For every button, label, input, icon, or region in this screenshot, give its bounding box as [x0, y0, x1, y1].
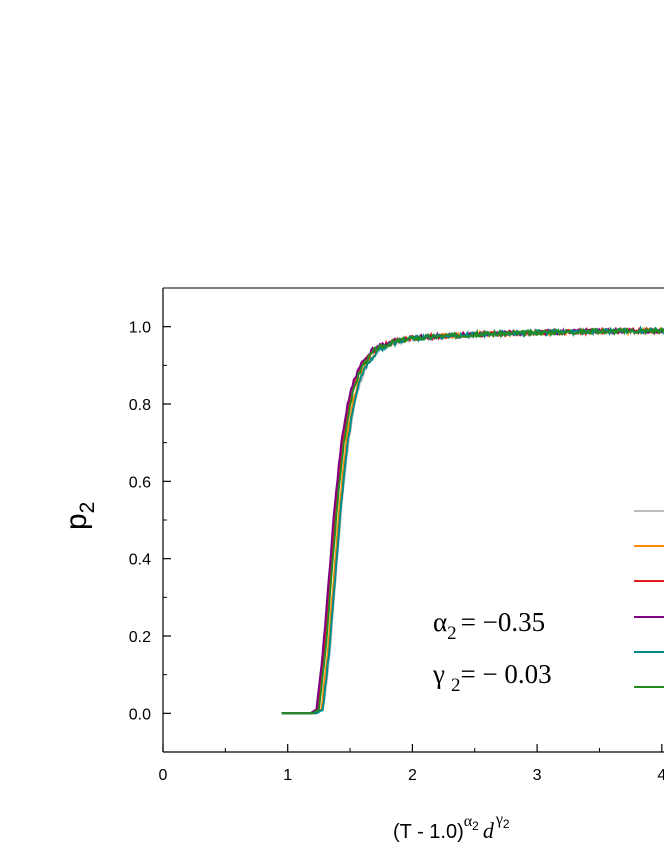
series-group: [281, 325, 664, 715]
x-axis-label-alpha: α: [464, 813, 473, 830]
annotation-alpha-sym: α: [433, 607, 447, 637]
x-axis-label-gamma-sub: 2: [503, 817, 510, 831]
x-axis-label: (T - 1.0)α2 d γ2: [393, 811, 510, 843]
x-tick-label: 1: [283, 767, 292, 784]
series-line: [281, 325, 664, 715]
y-tick-label: 0.8: [129, 397, 151, 414]
annotation-alpha: α2 = −0.35: [433, 607, 545, 644]
y-axis-label-main: p: [60, 513, 93, 530]
x-axis-label-gamma: γ: [495, 811, 503, 828]
legend: [634, 510, 664, 688]
annotation-alpha-sub: 2: [447, 623, 457, 644]
annotation-gamma-sub: 2: [451, 675, 461, 696]
y-tick-label: 0.6: [129, 474, 151, 491]
x-axis-label-d: d: [483, 818, 495, 843]
annotation-gamma-sym: γ: [432, 659, 445, 689]
x-tick-label: 2: [408, 767, 417, 784]
x-axis: 0 1 2 3 4: [159, 744, 664, 784]
y-axis-label-sub: 2: [76, 502, 99, 514]
y-tick-label: 0.4: [129, 552, 151, 569]
plot-frame: [162, 287, 664, 753]
y-tick-label: 0.0: [129, 706, 151, 723]
x-tick-label: 4: [657, 767, 664, 784]
y-axis-label: p2: [60, 502, 99, 530]
y-axis: 0.0 0.2 0.4 0.6 0.8 1.0: [129, 320, 171, 753]
annotation-gamma: γ 2= − 0.03: [432, 659, 552, 696]
y-tick-label: 0.2: [129, 629, 151, 646]
series-line: [281, 326, 664, 715]
x-axis-label-alpha-sub: 2: [472, 819, 479, 833]
x-axis-label-prefix: (T - 1.0): [393, 821, 464, 843]
x-tick-label: 3: [533, 767, 542, 784]
y-tick-label: 1.0: [129, 320, 151, 337]
annotation-gamma-text: = − 0.03: [460, 659, 551, 689]
annotation-alpha-text: = −0.35: [461, 607, 545, 637]
x-tick-label: 0: [159, 767, 168, 784]
